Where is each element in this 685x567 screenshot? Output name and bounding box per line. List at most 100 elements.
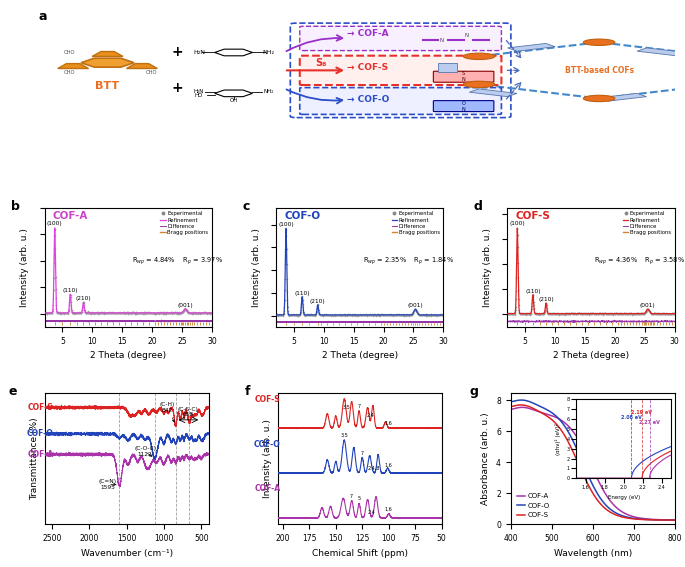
Experimental xyxy=(545,309,556,318)
Experimental xyxy=(325,311,336,320)
Text: 7: 7 xyxy=(358,404,361,409)
Experimental xyxy=(527,291,538,300)
Experimental xyxy=(326,311,337,320)
Experimental xyxy=(411,306,422,315)
Text: COF-S: COF-S xyxy=(255,395,281,404)
Experimental xyxy=(130,308,141,317)
Experimental xyxy=(667,308,677,318)
Experimental xyxy=(183,307,194,316)
Experimental xyxy=(542,309,553,318)
Experimental xyxy=(531,309,542,318)
Experimental xyxy=(625,309,636,318)
Text: a: a xyxy=(38,10,47,23)
Experimental xyxy=(342,310,353,319)
Experimental xyxy=(363,310,374,319)
Experimental xyxy=(281,232,292,241)
Experimental xyxy=(104,308,115,318)
Experimental xyxy=(161,308,172,317)
Experimental xyxy=(133,309,144,318)
Experimental xyxy=(612,310,623,319)
Experimental xyxy=(160,308,171,318)
Difference xyxy=(582,317,590,324)
Experimental xyxy=(161,308,172,318)
Experimental xyxy=(387,310,398,319)
COF-A xyxy=(573,434,582,441)
Experimental xyxy=(404,311,415,320)
Experimental xyxy=(607,310,618,319)
Experimental xyxy=(181,305,192,314)
Experimental xyxy=(98,308,109,317)
Experimental xyxy=(323,310,334,319)
Experimental xyxy=(352,310,363,319)
Experimental xyxy=(162,308,173,317)
Experimental xyxy=(182,306,192,315)
Experimental xyxy=(536,310,547,319)
Refinement xyxy=(575,310,583,317)
Experimental xyxy=(41,308,52,318)
Experimental xyxy=(532,310,543,319)
Experimental xyxy=(606,309,616,318)
Experimental xyxy=(123,309,134,318)
Experimental xyxy=(186,308,197,317)
Experimental xyxy=(125,308,136,317)
Experimental xyxy=(333,311,344,320)
Experimental xyxy=(327,311,338,320)
Experimental xyxy=(575,309,586,318)
Experimental xyxy=(272,310,283,319)
Experimental xyxy=(579,309,590,318)
Experimental xyxy=(312,301,323,310)
Experimental xyxy=(580,310,591,319)
Experimental xyxy=(627,310,638,319)
Experimental xyxy=(277,311,288,320)
Experimental xyxy=(410,304,421,314)
Experimental xyxy=(408,307,419,316)
Experimental xyxy=(97,308,108,318)
Experimental xyxy=(40,308,51,318)
Experimental xyxy=(309,310,320,319)
Experimental xyxy=(88,308,99,318)
Experimental xyxy=(530,310,541,319)
Experimental xyxy=(429,311,440,320)
Experimental xyxy=(514,305,525,314)
Experimental xyxy=(572,309,583,318)
Experimental xyxy=(97,308,108,318)
Experimental xyxy=(162,308,173,318)
Line: Difference: Difference xyxy=(507,320,675,323)
Experimental xyxy=(572,309,583,318)
Experimental xyxy=(164,308,175,318)
Experimental xyxy=(295,310,306,319)
Experimental xyxy=(663,310,674,319)
Experimental xyxy=(550,309,561,318)
Experimental xyxy=(101,308,112,317)
Experimental xyxy=(388,311,399,320)
Experimental xyxy=(577,310,588,319)
Experimental xyxy=(92,307,103,316)
Experimental xyxy=(41,308,52,318)
Experimental xyxy=(599,309,610,318)
Experimental xyxy=(140,309,151,318)
Text: CHO: CHO xyxy=(64,70,75,75)
Experimental xyxy=(406,311,416,320)
Experimental xyxy=(522,309,533,318)
Experimental xyxy=(278,310,289,319)
Experimental xyxy=(643,305,653,314)
Experimental xyxy=(323,310,334,319)
Experimental xyxy=(434,310,445,319)
Experimental xyxy=(115,308,126,318)
Experimental xyxy=(658,310,669,319)
Experimental xyxy=(132,308,143,318)
Experimental xyxy=(585,309,596,318)
Experimental xyxy=(410,305,421,314)
Experimental xyxy=(420,310,431,319)
Experimental xyxy=(532,309,543,318)
Experimental xyxy=(392,311,403,320)
Experimental xyxy=(170,308,181,317)
Experimental xyxy=(423,311,434,320)
Experimental xyxy=(512,231,523,240)
Experimental xyxy=(279,308,290,317)
Experimental xyxy=(366,310,377,319)
Experimental xyxy=(382,310,393,319)
Experimental xyxy=(504,309,515,318)
Experimental xyxy=(564,308,575,318)
Experimental xyxy=(403,310,414,319)
